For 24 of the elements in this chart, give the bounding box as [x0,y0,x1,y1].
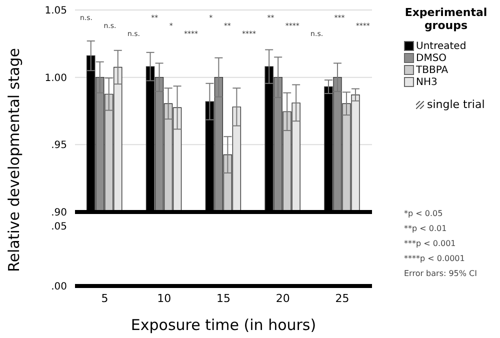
text: Error bars: 95% CI [404,268,477,280]
legend-label: TBBPA [416,64,448,76]
y-tick-label: 1.05 [44,6,67,17]
y-axis-title: Relative developmental stage [5,48,23,272]
y-tick-label: .05 [51,222,67,233]
text: **p < 0.01 [404,223,448,235]
x-tick-label: 20 [276,292,290,305]
legend-label: DMSO [416,52,447,64]
x-tick-label: 10 [157,292,172,305]
y-tick-label: .00 [51,282,67,293]
y-tick-label: .90 [51,208,67,219]
text: ***p < 0.001 [404,238,457,250]
y-tick-label: .95 [51,140,67,152]
x-tick-label: 5 [101,292,108,305]
text: single trial [427,98,485,111]
text: *p < 0.05 [404,208,444,220]
x-tick-label: 25 [335,292,350,305]
x-axis-title: Exposure time (in hours) [130,316,316,334]
y-tick-label: 1.00 [44,72,67,84]
legend-title: Experimental groups [404,6,488,32]
x-tick-label: 15 [216,292,230,305]
legend-label: Untreated [416,40,466,52]
legend-label: NH3 [416,76,438,88]
text: ****p < 0.0001 [404,253,466,265]
